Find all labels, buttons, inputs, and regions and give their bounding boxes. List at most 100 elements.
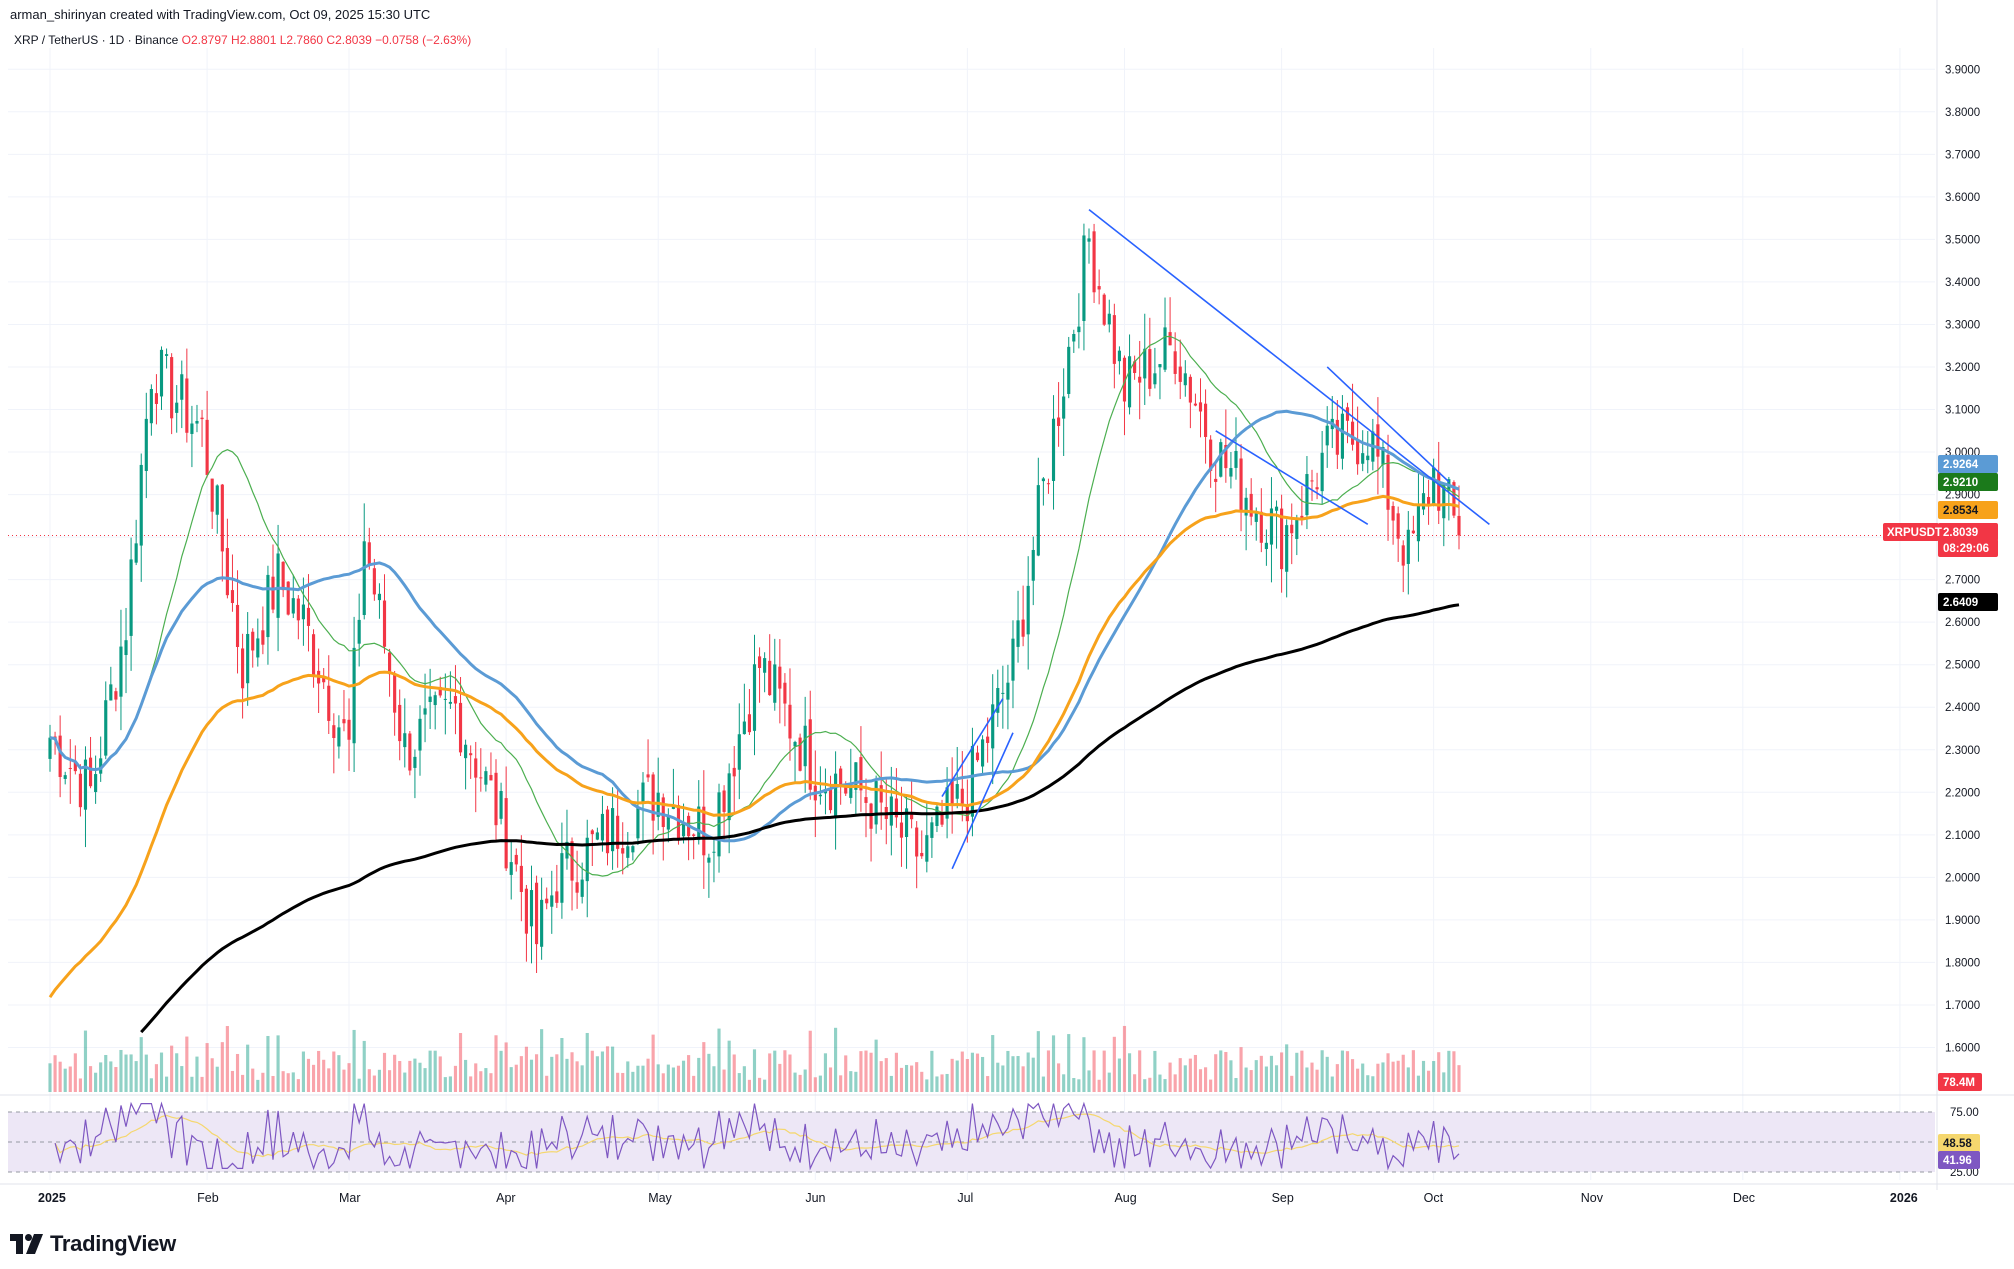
volume-bar <box>915 1062 919 1092</box>
volume-bar <box>1168 1062 1172 1092</box>
candle-body <box>757 656 762 669</box>
candle-body <box>727 773 731 821</box>
candle-body <box>1138 376 1142 383</box>
volume-bar <box>469 1076 473 1092</box>
candle-body <box>1366 455 1370 461</box>
candle-body <box>489 775 493 781</box>
candle-body <box>590 830 594 835</box>
candle-body <box>458 702 463 753</box>
price-tick-label: 3.4000 <box>1945 277 1980 289</box>
volume-bar <box>803 1069 807 1092</box>
candle-body <box>793 741 797 747</box>
candle-body <box>1254 511 1258 522</box>
candle-body <box>190 423 194 434</box>
volume-bar <box>1315 1069 1319 1092</box>
candle-body <box>1406 529 1410 564</box>
volume-bar <box>904 1064 909 1092</box>
candle-body <box>1340 413 1344 459</box>
volume-bar <box>839 1075 843 1092</box>
candle-body <box>1427 497 1431 506</box>
volume-bar <box>666 1064 670 1092</box>
volume-bar <box>1224 1051 1228 1092</box>
candle-body <box>306 607 311 626</box>
volume-bar <box>1427 1070 1431 1092</box>
volume-bar <box>1001 1065 1005 1092</box>
volume-bar <box>656 1064 660 1092</box>
volume-bar <box>605 1046 610 1092</box>
drawn-trendlines[interactable] <box>941 208 1490 870</box>
time-tick-label: Dec <box>1733 1191 1755 1205</box>
volume-bar <box>170 1045 174 1092</box>
symbol-title[interactable]: XRP / TetherUS · 1D · Binance <box>14 33 179 47</box>
candle-body <box>773 664 777 703</box>
candle-body <box>752 664 757 731</box>
volume-bar <box>1305 1067 1309 1092</box>
volume-bar <box>737 1073 741 1092</box>
candle-body <box>1396 513 1400 539</box>
rsi-pane[interactable]: 75.00 25.00 <box>0 1094 2014 1179</box>
volume-bar <box>519 1056 523 1092</box>
volume-bar <box>879 1061 883 1092</box>
volume-bar <box>757 1077 762 1092</box>
volume-bar <box>1376 1063 1380 1092</box>
symbol-info-bar[interactable]: XRP / TetherUS · 1D · Binance O2.8797 H2… <box>14 33 471 47</box>
volume-bar <box>261 1072 265 1092</box>
candle-body <box>763 658 767 673</box>
candle-body <box>1062 396 1066 419</box>
candle-body <box>560 853 564 903</box>
candle-body <box>651 774 655 821</box>
candle-body <box>342 719 346 724</box>
volume-bar <box>534 1054 539 1092</box>
badge-label: 2.8039 <box>1943 527 1978 539</box>
ema-value-badge: 2.8534 <box>1938 501 1998 519</box>
candle-body <box>970 745 975 817</box>
volume-bar <box>945 1073 949 1092</box>
candle-body <box>144 418 148 472</box>
volume-bar <box>362 1040 366 1092</box>
volume-bar <box>220 1042 224 1092</box>
candle-body <box>1097 286 1101 290</box>
volume-bar <box>590 1050 594 1092</box>
candle-body <box>1416 504 1421 542</box>
volume-bar <box>960 1051 964 1092</box>
volume-bar <box>94 1072 98 1092</box>
candle-body <box>707 857 711 863</box>
candle-body <box>1072 334 1076 342</box>
candle-body <box>818 794 822 797</box>
badge-box <box>1938 473 1998 491</box>
candle-body <box>499 790 503 819</box>
candle-body <box>1356 439 1360 465</box>
tradingview-brand[interactable]: TradingView <box>10 1228 176 1260</box>
volume-bar <box>83 1030 88 1092</box>
price-tick-label: 3.2000 <box>1945 362 1980 374</box>
volume-bar <box>661 1073 665 1092</box>
candle-body <box>469 753 473 756</box>
volume-bar <box>1219 1050 1223 1092</box>
volume-bar <box>418 1062 422 1092</box>
volume-bar <box>509 1067 513 1092</box>
volume-bar <box>367 1069 371 1092</box>
candle-body <box>1457 515 1461 536</box>
volume-bar <box>529 1059 534 1092</box>
candle-body <box>1376 424 1380 457</box>
volume-bar <box>1077 1079 1081 1092</box>
volume-bar <box>1391 1061 1395 1092</box>
candle-body <box>661 797 665 828</box>
volume-bar <box>783 1050 787 1092</box>
candle-body <box>1148 349 1152 389</box>
volume-bar <box>1249 1070 1253 1092</box>
volume-bar <box>180 1066 184 1092</box>
candlestick-series[interactable] <box>48 223 1461 974</box>
candle-body <box>1437 472 1441 511</box>
volume-bar <box>616 1072 620 1092</box>
time-axis[interactable]: 2025 Feb Mar Apr May Jun Jul Aug Sep Oct Nov Dec 202… <box>0 1183 2014 1205</box>
candle-body <box>235 604 240 647</box>
badge-label: 2.6409 <box>1943 597 1978 609</box>
price-tick-label: 3.1000 <box>1945 405 1980 417</box>
volume-bar <box>930 1050 934 1092</box>
countdown-badge: 08:29:06 <box>1938 539 1998 557</box>
volume-bar <box>342 1069 346 1092</box>
candle-body <box>484 771 488 785</box>
candle-body <box>1305 474 1309 516</box>
